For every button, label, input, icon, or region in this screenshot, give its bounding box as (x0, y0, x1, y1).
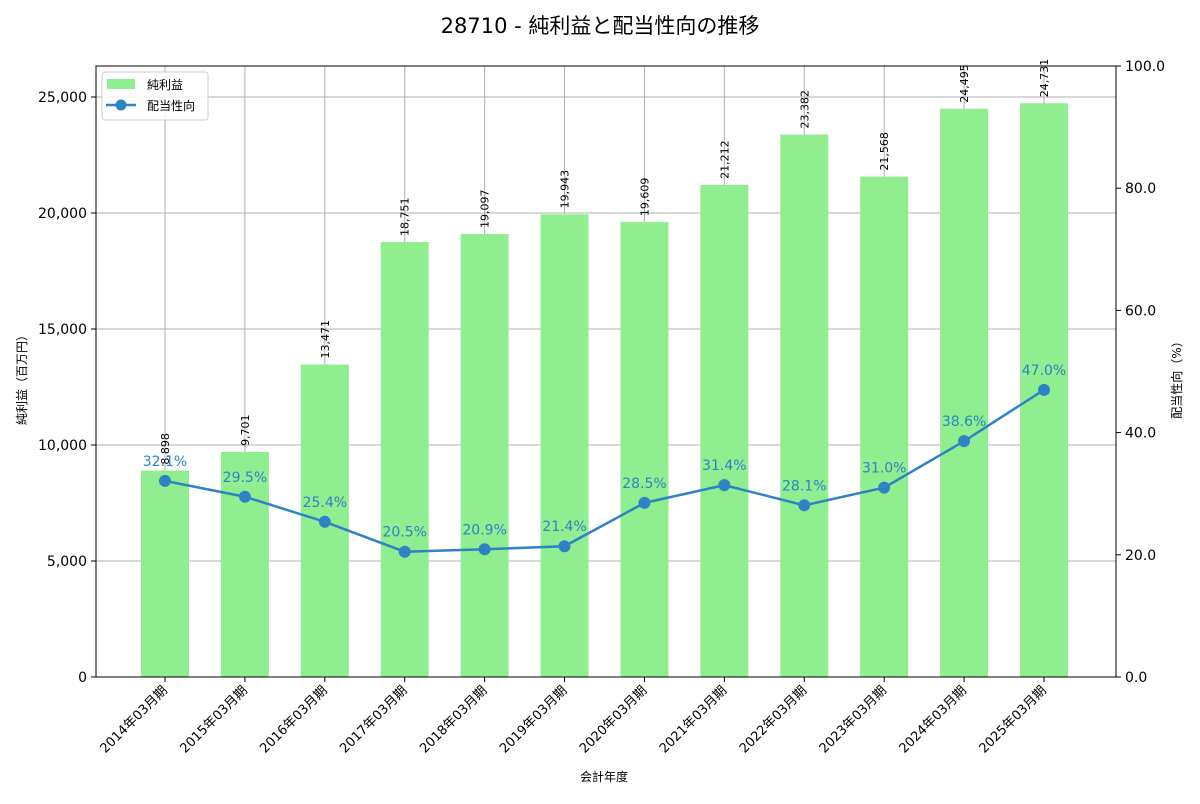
plot-frame (95, 65, 1117, 678)
payout-ratio-label: 28.1% (782, 478, 826, 494)
payout-ratio-label: 29.5% (223, 470, 267, 486)
legend-label-payout-ratio: 配当性向 (147, 98, 195, 113)
left-tick-label: 25,000 (38, 90, 87, 106)
payout-ratio-label: 47.0% (1022, 363, 1066, 379)
legend-label-net-income: 純利益 (147, 78, 183, 92)
line-marker (478, 543, 491, 556)
line-series-payout-ratio (159, 383, 1050, 558)
x-tick-label: 2023年03月期 (817, 683, 890, 756)
payout-ratio-label: 25.4% (303, 495, 347, 511)
bar-value-label: 13,471 (319, 320, 332, 359)
payout-ratio-label: 32.1% (143, 454, 187, 470)
payout-ratio-label: 21.4% (542, 519, 586, 535)
bar-value-label: 8,898 (159, 433, 172, 465)
line-marker (958, 435, 971, 448)
x-tick-label: 2014年03月期 (98, 683, 171, 756)
payout-ratio-line (164, 388, 1045, 554)
x-tick-label: 2017年03月期 (337, 683, 410, 756)
payout-ratio-label: 38.6% (942, 414, 986, 430)
bar (540, 214, 589, 677)
bar-value-label: 19,097 (479, 189, 492, 228)
payout-ratio-label: 20.5% (382, 525, 426, 541)
bar (460, 233, 509, 678)
bar (220, 451, 269, 677)
bar-value-label: 19,609 (638, 178, 651, 217)
right-tick-label: 40.0 (1125, 426, 1156, 442)
right-tick-label: 20.0 (1125, 548, 1156, 564)
bar-series-net-income (141, 103, 1068, 678)
left-y-axis-label: 純利益（百万円） (15, 329, 29, 425)
chart-title: 28710 - 純利益と配当性向の推移 (441, 14, 760, 38)
bar (380, 241, 429, 677)
right-tick-label: 60.0 (1125, 303, 1156, 319)
x-tick-label: 2022年03月期 (737, 683, 810, 756)
bar-value-label: 23,382 (798, 90, 811, 129)
right-y-axis: 0.0 20.0 40.0 60.0 80.0 100.0 (1116, 59, 1165, 686)
x-tick-label: 2018年03月期 (417, 683, 490, 756)
x-tick-label: 2021年03月期 (657, 683, 730, 756)
x-tick-label: 2019年03月期 (497, 683, 570, 756)
line-marker (238, 490, 251, 503)
line-marker (159, 474, 171, 487)
bar-value-label: 21,212 (718, 140, 731, 179)
payout-ratio-label: 31.0% (862, 461, 906, 477)
x-tick-label: 2015年03月期 (177, 683, 250, 756)
left-y-axis: 0 5,000 10,000 15,000 20,000 25,000 (38, 90, 96, 686)
left-tick-label: 15,000 (38, 322, 87, 338)
bar (141, 470, 189, 677)
legend-marker-icon (115, 99, 127, 111)
line-marker (398, 545, 411, 558)
x-tick-label: 2024年03月期 (897, 683, 970, 756)
line-marker (1038, 383, 1050, 396)
bar (700, 184, 749, 677)
bar-value-label: 21,568 (878, 132, 891, 171)
left-tick-label: 20,000 (38, 206, 87, 222)
x-axis: 2014年03月期 2015年03月期 2016年03月期 2017年03月期 2018… (98, 677, 1050, 757)
legend: 純利益 配当性向 (101, 71, 209, 121)
left-tick-label: 5,000 (47, 554, 87, 570)
line-marker (718, 479, 731, 492)
right-tick-label: 0.0 (1125, 670, 1147, 686)
bar-value-label: 19,943 (559, 170, 572, 209)
payout-ratio-label: 20.9% (462, 522, 506, 538)
line-marker (798, 499, 811, 512)
right-tick-label: 80.0 (1125, 181, 1156, 197)
right-y-axis-label: 配当性向（%） (1169, 335, 1184, 418)
bar (620, 222, 669, 677)
bar (940, 108, 989, 677)
left-tick-label: 0 (78, 670, 87, 686)
line-value-labels: 32.1% 29.5% 25.4% 20.5% 20.9% 21.4% 28.5% 31.4%… (143, 363, 1066, 541)
x-tick-label: 2020年03月期 (577, 683, 650, 756)
payout-ratio-label: 31.4% (702, 458, 746, 474)
bar-value-label: 24,495 (958, 64, 971, 103)
line-marker (638, 496, 651, 509)
line-marker (558, 540, 571, 553)
x-tick-label: 2025年03月期 (977, 683, 1050, 756)
legend-bar-swatch (107, 79, 135, 89)
bar-value-label: 18,751 (399, 197, 412, 236)
bar (860, 176, 909, 677)
bar (780, 134, 829, 678)
x-axis-label: 会計年度 (580, 769, 628, 784)
x-tick-label: 2016年03月期 (257, 683, 330, 756)
line-marker (318, 515, 331, 528)
bar-value-label: 24,731 (1038, 59, 1051, 98)
payout-ratio-label: 28.5% (622, 476, 666, 492)
left-tick-label: 10,000 (38, 438, 87, 454)
bar-value-label: 9,701 (239, 414, 252, 446)
right-tick-label: 100.0 (1125, 59, 1165, 75)
line-marker (878, 481, 891, 494)
bar-value-labels: 8,898 9,701 13,471 18,751 19,097 19,943 19,609… (159, 59, 1051, 465)
